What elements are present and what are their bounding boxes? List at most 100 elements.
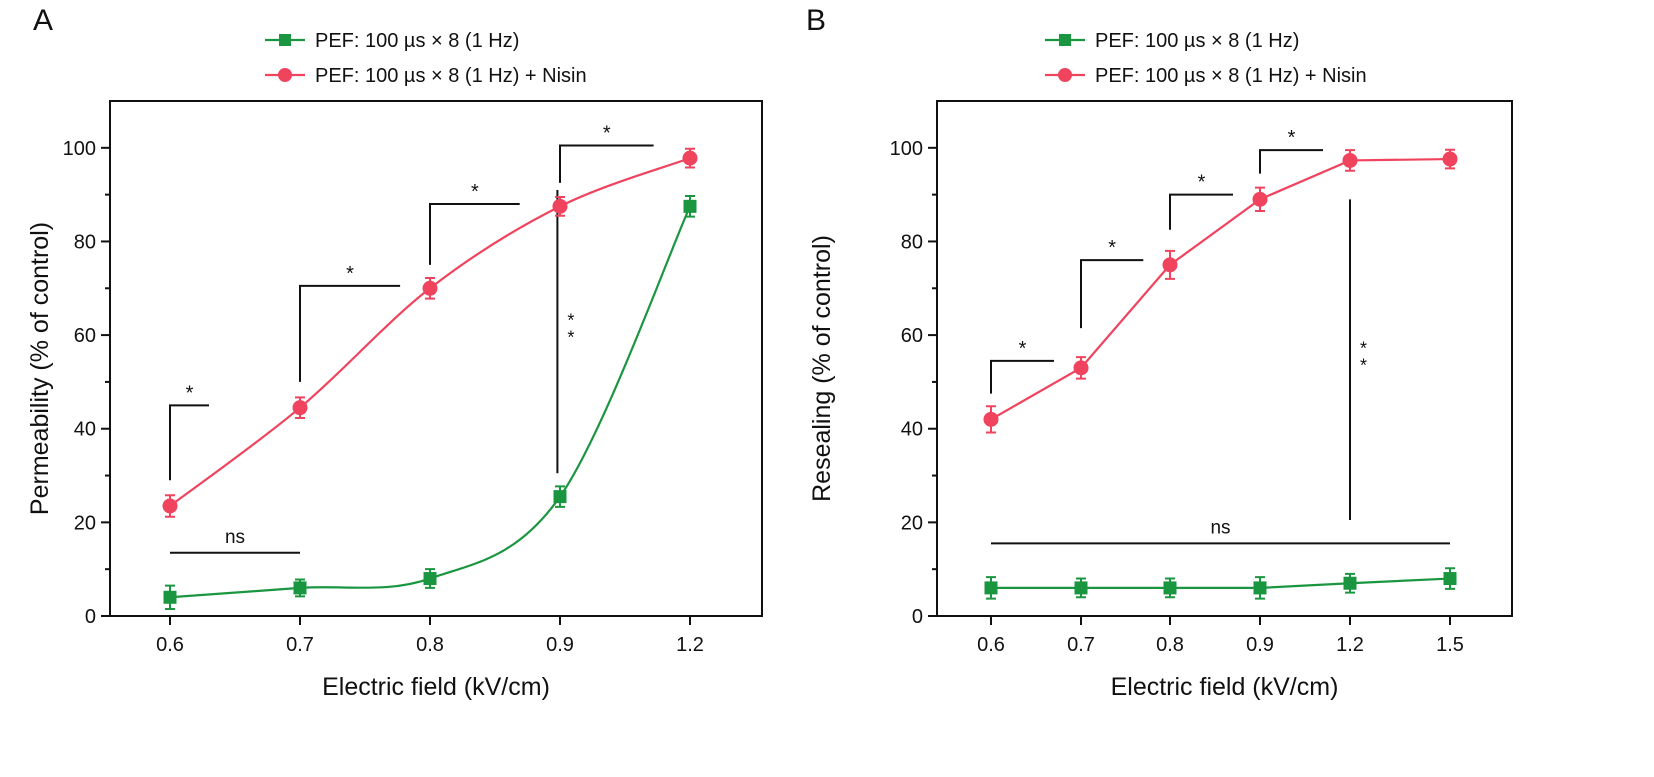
y-tick-label: 80 xyxy=(74,231,96,253)
significance-vline: ** xyxy=(1349,199,1367,521)
bracket-line xyxy=(559,144,654,183)
bracket-line xyxy=(990,359,1054,394)
chart-panel-a: A 0 20 40 60 80 100 0.6 0.7 0.8 0.9 1.2 Electric fie… xyxy=(26,4,763,701)
significance-bracket: * xyxy=(1259,127,1323,174)
series-pef-nisin xyxy=(162,147,698,518)
significance-label: * xyxy=(567,311,574,331)
legend-marker xyxy=(279,34,291,46)
significance-label: * xyxy=(567,328,574,348)
x-tick-label: 0.7 xyxy=(1067,634,1095,656)
plot-frame xyxy=(936,100,1513,617)
significance-label: * xyxy=(1019,338,1027,360)
x-tick-label: 0.8 xyxy=(416,634,444,656)
bracket-line xyxy=(429,203,520,265)
data-point xyxy=(983,411,999,427)
significance-label: * xyxy=(1288,127,1296,149)
x-tick-label: 1.2 xyxy=(1336,634,1364,656)
y-tick-label: 60 xyxy=(901,325,923,347)
significance-bracket: * xyxy=(429,181,520,265)
series-pef xyxy=(163,195,697,610)
data-point xyxy=(1163,581,1177,595)
legend-item: PEF: 100 µs × 8 (1 Hz) xyxy=(1045,30,1299,52)
x-tick-label: 1.5 xyxy=(1436,634,1464,656)
x-tick-label: 0.9 xyxy=(1246,634,1274,656)
series-line xyxy=(991,577,1451,590)
series-line xyxy=(990,157,1451,421)
y-tick-label: 100 xyxy=(890,138,923,160)
data-point xyxy=(163,590,177,604)
significance-label: ns xyxy=(225,527,245,548)
data-point xyxy=(682,150,698,166)
significance-bracket: * xyxy=(1080,237,1144,329)
significance-label: * xyxy=(603,122,611,144)
x-tick-label: 0.9 xyxy=(546,634,574,656)
legend-item: PEF: 100 µs × 8 (1 Hz) xyxy=(265,30,519,52)
significance-label: * xyxy=(346,263,354,285)
significance-label: ns xyxy=(1210,517,1230,538)
data-point xyxy=(552,198,568,214)
series-pef xyxy=(984,567,1457,600)
y-tick-label: 100 xyxy=(63,138,96,160)
bracket-line xyxy=(169,404,209,481)
data-point xyxy=(1253,581,1267,595)
significance-bracket: * xyxy=(990,338,1054,394)
significance-hline: ns xyxy=(170,527,300,554)
legend-item: PEF: 100 µs × 8 (1 Hz) + Nisin xyxy=(1045,65,1367,87)
legend-marker xyxy=(278,68,292,82)
x-tick-label: 0.7 xyxy=(286,634,314,656)
legend-label: PEF: 100 µs × 8 (1 Hz) xyxy=(315,30,519,52)
data-point xyxy=(1442,151,1458,167)
data-point xyxy=(984,581,998,595)
x-tick-label: 1.2 xyxy=(676,634,704,656)
y-tick-label: 80 xyxy=(901,231,923,253)
data-point xyxy=(1343,576,1357,590)
x-axis-label: Electric field (kV/cm) xyxy=(1111,673,1339,701)
legend-label: PEF: 100 µs × 8 (1 Hz) xyxy=(1095,30,1299,52)
x-tick-label: 0.6 xyxy=(977,634,1005,656)
y-tick-label: 0 xyxy=(85,606,96,628)
data-point xyxy=(1252,191,1268,207)
significance-label: * xyxy=(471,181,479,203)
data-point xyxy=(423,572,437,586)
significance-bracket: * xyxy=(299,263,401,382)
data-point xyxy=(1074,581,1088,595)
data-point xyxy=(1073,360,1089,376)
significance-label: * xyxy=(1360,356,1367,376)
data-point xyxy=(683,199,697,213)
significance-label: * xyxy=(1198,172,1206,194)
y-tick-label: 40 xyxy=(901,419,923,441)
y-axis-label: Resealing (% of control) xyxy=(808,235,836,502)
significance-label: * xyxy=(186,382,194,404)
y-tick-label: 20 xyxy=(74,512,96,534)
panel-label: B xyxy=(806,4,826,37)
data-point xyxy=(1443,572,1457,586)
x-tick-label: 0.6 xyxy=(156,634,184,656)
panel-label: A xyxy=(33,4,53,37)
significance-bracket: * xyxy=(559,122,654,183)
x-tick-label: 0.8 xyxy=(1156,634,1184,656)
significance-bracket: * xyxy=(1169,172,1233,230)
significance-label: * xyxy=(1360,339,1367,359)
bracket-line xyxy=(1080,259,1144,329)
significance-hline: ns xyxy=(991,517,1450,545)
significance-vline: ** xyxy=(556,189,574,474)
data-point xyxy=(553,490,567,504)
chart-panel-b: B 0 20 40 60 80 100 0.6 0.7 0.8 0.9 1.2 1.5 Electric … xyxy=(806,4,1513,701)
x-axis-label: Electric field (kV/cm) xyxy=(322,673,550,701)
significance-bracket: * xyxy=(169,382,209,481)
bracket-line xyxy=(299,284,401,382)
legend-item: PEF: 100 µs × 8 (1 Hz) + Nisin xyxy=(265,65,587,87)
y-tick-label: 20 xyxy=(901,512,923,534)
legend-marker xyxy=(1058,68,1072,82)
bracket-line xyxy=(1169,193,1233,230)
data-point xyxy=(162,498,178,514)
data-point xyxy=(422,280,438,296)
data-point xyxy=(1162,257,1178,273)
plot-frame xyxy=(109,100,763,617)
y-tick-label: 0 xyxy=(912,606,923,628)
data-point xyxy=(1342,152,1358,168)
y-axis-label: Permeability (% of control) xyxy=(26,222,54,515)
legend-marker xyxy=(1059,34,1071,46)
y-tick-label: 60 xyxy=(74,325,96,347)
